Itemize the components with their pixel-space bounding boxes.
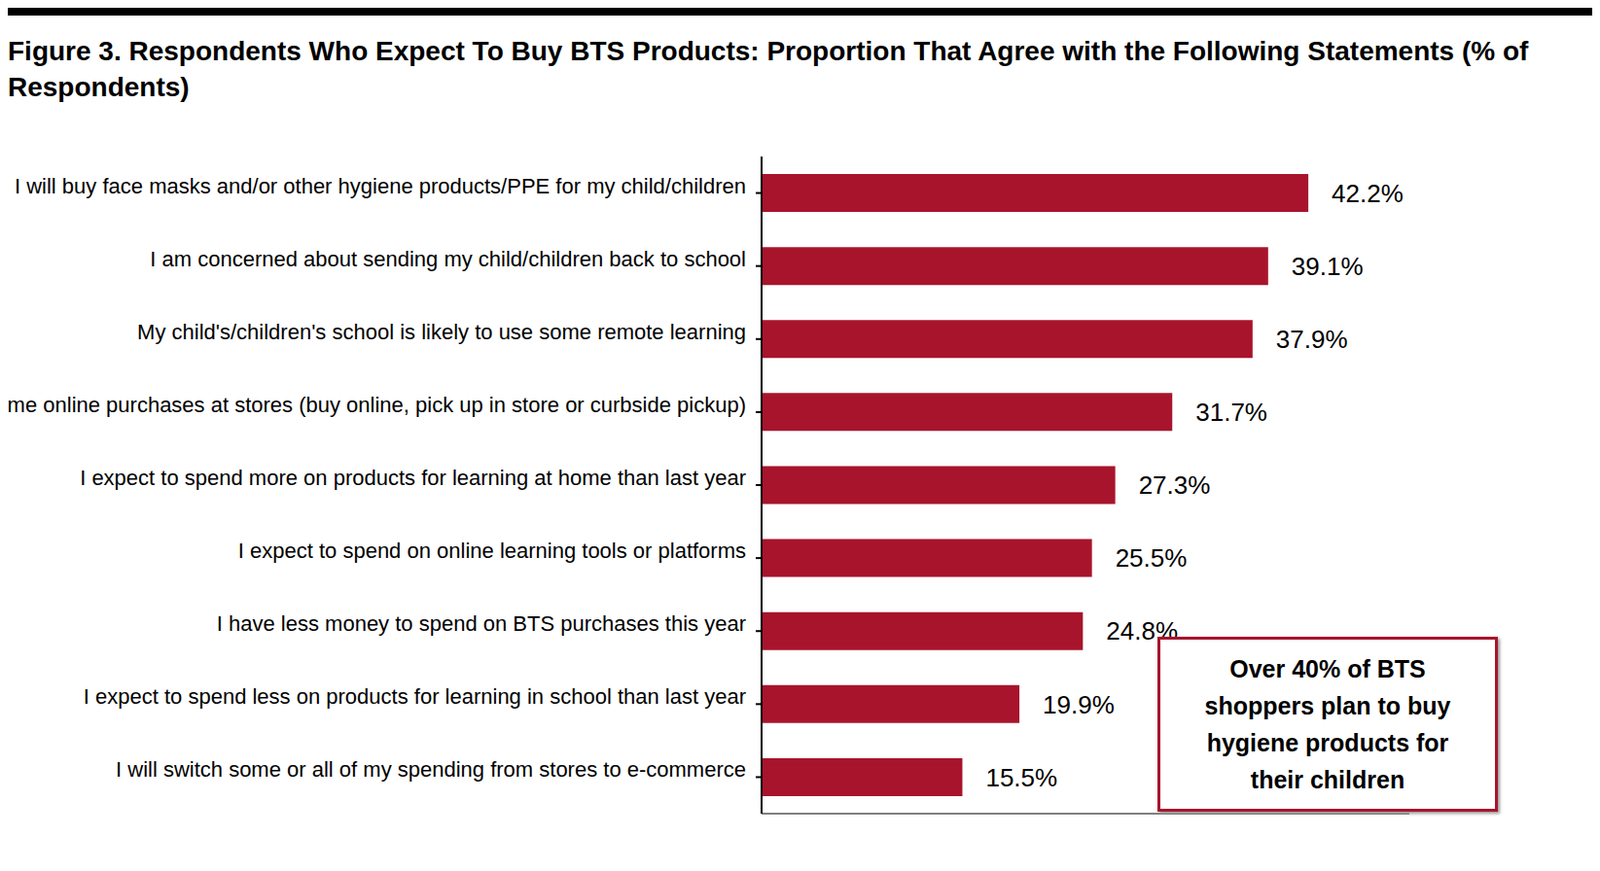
svg-text:27.3%: 27.3%	[1138, 470, 1211, 500]
svg-text:31.7%: 31.7%	[1195, 397, 1268, 427]
svg-text:I am concerned about sending m: I am concerned about sending my child/ch…	[149, 247, 747, 272]
svg-text:I expect to spend less on prod: I expect to spend less on products for l…	[83, 684, 747, 710]
svg-text:37.9%: 37.9%	[1276, 324, 1349, 355]
svg-text:My child's/children's school i: My child's/children's school is likely t…	[137, 320, 747, 345]
svg-text:19.9%: 19.9%	[1042, 690, 1115, 720]
html-text:Figure 3. Respondents Who Expe: Figure 3. Respondents Who Expect To Buy …	[7, 35, 1529, 103]
svg-text:I will buy face masks and/or o: I will buy face masks and/or other hygie…	[14, 174, 747, 199]
svg-text:42.2%: 42.2%	[1331, 178, 1404, 209]
html-text:Over 40% of BTS shoppers plan: Over 40% of BTS shoppers plan to buy hyg…	[1204, 655, 1451, 794]
svg-text:I will switch some or all of m: I will switch some or all of my spending…	[115, 757, 747, 783]
svg-text:24.8%: 24.8%	[1106, 617, 1178, 647]
svg-text:I expect to collect some onlin: I expect to collect some online purchase…	[7, 392, 747, 418]
svg-text:25.5%: 25.5%	[1115, 543, 1188, 573]
svg-text:39.1%: 39.1%	[1291, 251, 1364, 282]
svg-text:I expect to spend more on prod: I expect to spend more on products for l…	[79, 465, 747, 491]
svg-text:15.5%: 15.5%	[985, 763, 1058, 793]
svg-text:I have less money to spend on: I have less money to spend on BTS purcha…	[216, 611, 747, 637]
svg-text:I expect to spend on online le: I expect to spend on online learning too…	[238, 538, 747, 564]
